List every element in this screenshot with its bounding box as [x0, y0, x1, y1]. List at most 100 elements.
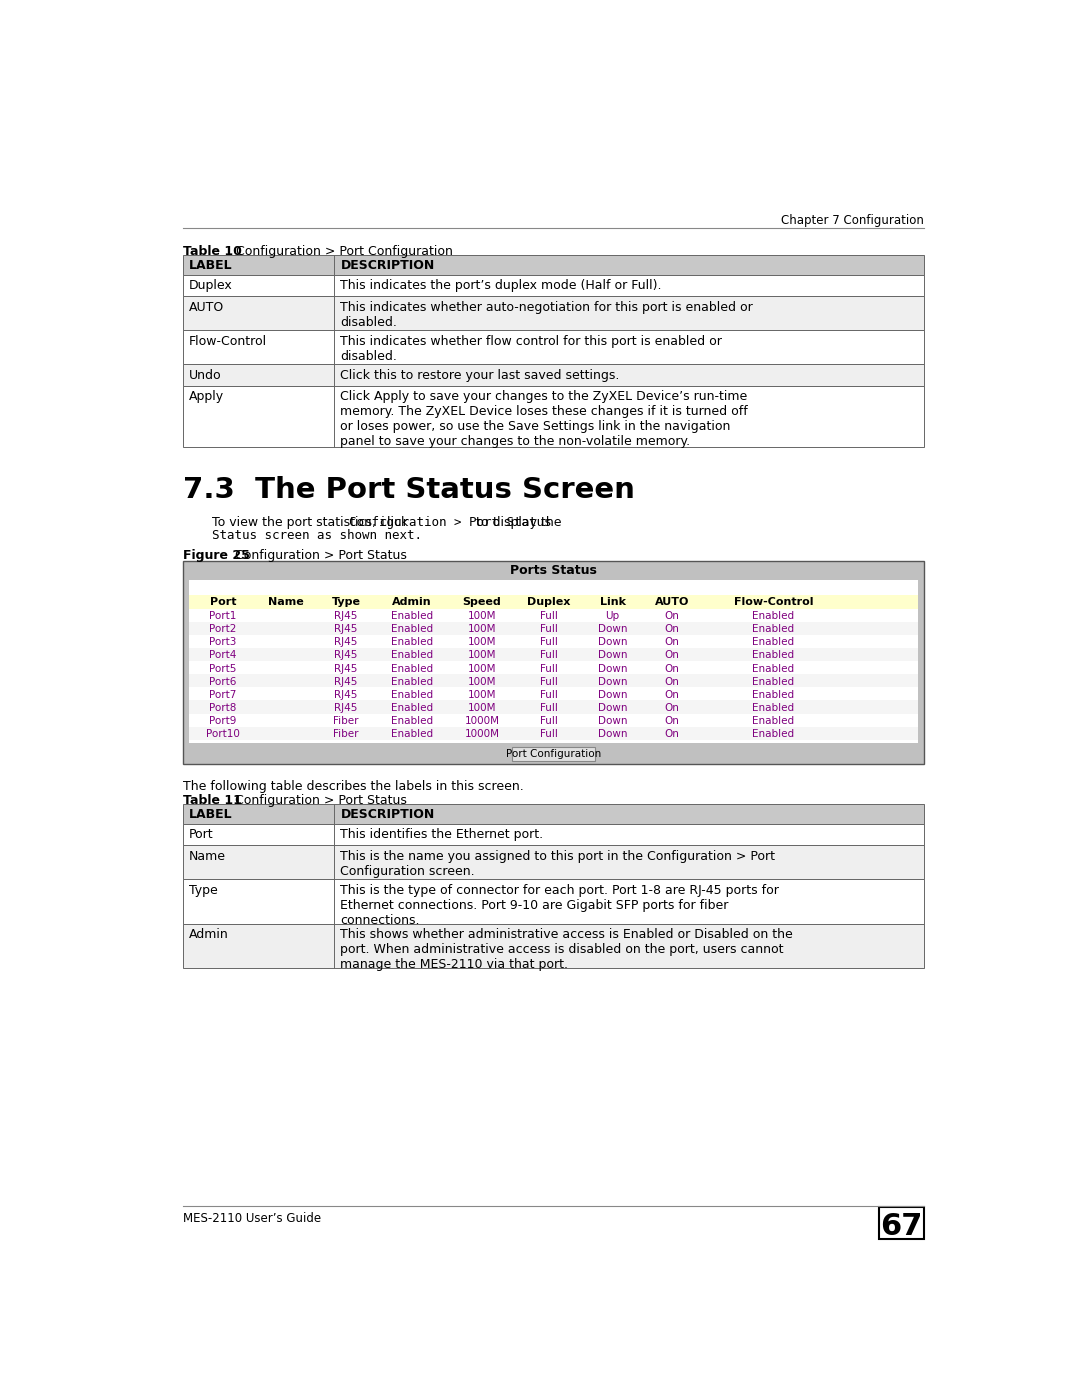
Text: Type: Type: [189, 884, 218, 897]
Bar: [189, 595, 918, 609]
Text: 67: 67: [880, 1211, 922, 1241]
Bar: [183, 275, 924, 296]
Bar: [189, 700, 918, 714]
Text: Enabled: Enabled: [391, 676, 433, 686]
Bar: [189, 580, 918, 743]
Bar: [183, 330, 924, 365]
Text: Enabled: Enabled: [391, 690, 433, 700]
Text: On: On: [665, 664, 679, 673]
Text: Ports Status: Ports Status: [510, 564, 597, 577]
Text: Down: Down: [597, 715, 627, 726]
Bar: [183, 254, 924, 275]
Text: DESCRIPTION: DESCRIPTION: [340, 258, 434, 271]
Text: Full: Full: [540, 729, 558, 739]
Text: Down: Down: [597, 729, 627, 739]
Text: Speed: Speed: [462, 598, 501, 608]
Text: On: On: [665, 637, 679, 647]
Bar: [183, 879, 924, 923]
Text: Enabled: Enabled: [391, 637, 433, 647]
Text: Port6: Port6: [210, 676, 237, 686]
Bar: [189, 648, 918, 661]
Text: Port3: Port3: [210, 637, 237, 647]
Text: Enabled: Enabled: [391, 715, 433, 726]
Text: Full: Full: [540, 715, 558, 726]
Bar: [189, 661, 918, 675]
Bar: [879, 1207, 924, 1239]
Text: Status screen as shown next.: Status screen as shown next.: [213, 529, 422, 542]
Text: Admin: Admin: [189, 929, 229, 942]
Text: On: On: [665, 624, 679, 634]
Text: 1000M: 1000M: [464, 729, 500, 739]
Text: On: On: [665, 703, 679, 712]
Bar: [183, 845, 924, 879]
Text: Type: Type: [332, 598, 361, 608]
Text: Admin: Admin: [392, 598, 432, 608]
Text: RJ45: RJ45: [334, 651, 357, 661]
Text: Down: Down: [597, 624, 627, 634]
Text: Port9: Port9: [210, 715, 237, 726]
Text: Down: Down: [597, 637, 627, 647]
Bar: [183, 824, 924, 845]
Text: On: On: [665, 676, 679, 686]
Text: Name: Name: [189, 849, 226, 863]
Bar: [189, 622, 918, 636]
Text: Full: Full: [540, 690, 558, 700]
Bar: [189, 687, 918, 700]
Text: This is the name you assigned to this port in the Configuration > Port
Configura: This is the name you assigned to this po…: [340, 849, 775, 877]
Text: The following table describes the labels in this screen.: The following table describes the labels…: [183, 780, 524, 792]
Text: Fiber: Fiber: [333, 715, 359, 726]
Text: Up: Up: [606, 610, 620, 622]
Text: Enabled: Enabled: [753, 664, 795, 673]
Text: This indicates whether flow control for this port is enabled or
disabled.: This indicates whether flow control for …: [340, 335, 723, 363]
Text: To view the port statistics, click: To view the port statistics, click: [213, 517, 413, 529]
Text: This shows whether administrative access is Enabled or Disabled on the
port. Whe: This shows whether administrative access…: [340, 929, 793, 971]
Text: Enabled: Enabled: [391, 624, 433, 634]
Text: Figure 25: Figure 25: [183, 549, 249, 562]
Bar: [183, 365, 924, 386]
Text: On: On: [665, 690, 679, 700]
Text: Chapter 7 Configuration: Chapter 7 Configuration: [781, 214, 924, 226]
Text: Down: Down: [597, 690, 627, 700]
Bar: [183, 386, 924, 447]
Text: Full: Full: [540, 664, 558, 673]
Text: Table 11: Table 11: [183, 793, 242, 806]
Bar: [189, 675, 918, 687]
Text: Enabled: Enabled: [753, 676, 795, 686]
Text: This indicates whether auto-negotiation for this port is enabled or
disabled.: This indicates whether auto-negotiation …: [340, 300, 753, 328]
Bar: [512, 746, 595, 760]
Text: Configuration > Port Status: Configuration > Port Status: [350, 517, 552, 529]
Text: Link: Link: [599, 598, 625, 608]
Text: 100M: 100M: [468, 624, 497, 634]
Bar: [189, 726, 918, 740]
Text: Port7: Port7: [210, 690, 237, 700]
Text: Enabled: Enabled: [391, 651, 433, 661]
Text: 100M: 100M: [468, 664, 497, 673]
Text: RJ45: RJ45: [334, 664, 357, 673]
Text: Port10: Port10: [206, 729, 240, 739]
Text: Enabled: Enabled: [391, 664, 433, 673]
Text: Enabled: Enabled: [753, 610, 795, 622]
Text: Port: Port: [210, 598, 237, 608]
Text: This identifies the Ethernet port.: This identifies the Ethernet port.: [340, 828, 543, 841]
Text: Port: Port: [189, 828, 214, 841]
Text: RJ45: RJ45: [334, 690, 357, 700]
Text: Port4: Port4: [210, 651, 237, 661]
Text: Enabled: Enabled: [753, 637, 795, 647]
Bar: [189, 609, 918, 622]
Text: Enabled: Enabled: [753, 690, 795, 700]
Text: RJ45: RJ45: [334, 676, 357, 686]
Bar: [183, 296, 924, 330]
Text: Port5: Port5: [210, 664, 237, 673]
Text: Port2: Port2: [210, 624, 237, 634]
Bar: [189, 636, 918, 648]
Text: MES-2110 User’s Guide: MES-2110 User’s Guide: [183, 1211, 321, 1225]
Text: Full: Full: [540, 676, 558, 686]
Text: This is the type of connector for each port. Port 1-8 are RJ-45 ports for
Ethern: This is the type of connector for each p…: [340, 884, 780, 926]
Text: Configuration > Port Status: Configuration > Port Status: [224, 549, 407, 562]
Text: LABEL: LABEL: [189, 258, 233, 271]
Text: LABEL: LABEL: [189, 807, 233, 820]
Text: Full: Full: [540, 610, 558, 622]
Text: On: On: [665, 715, 679, 726]
Text: Undo: Undo: [189, 369, 221, 381]
Text: RJ45: RJ45: [334, 637, 357, 647]
